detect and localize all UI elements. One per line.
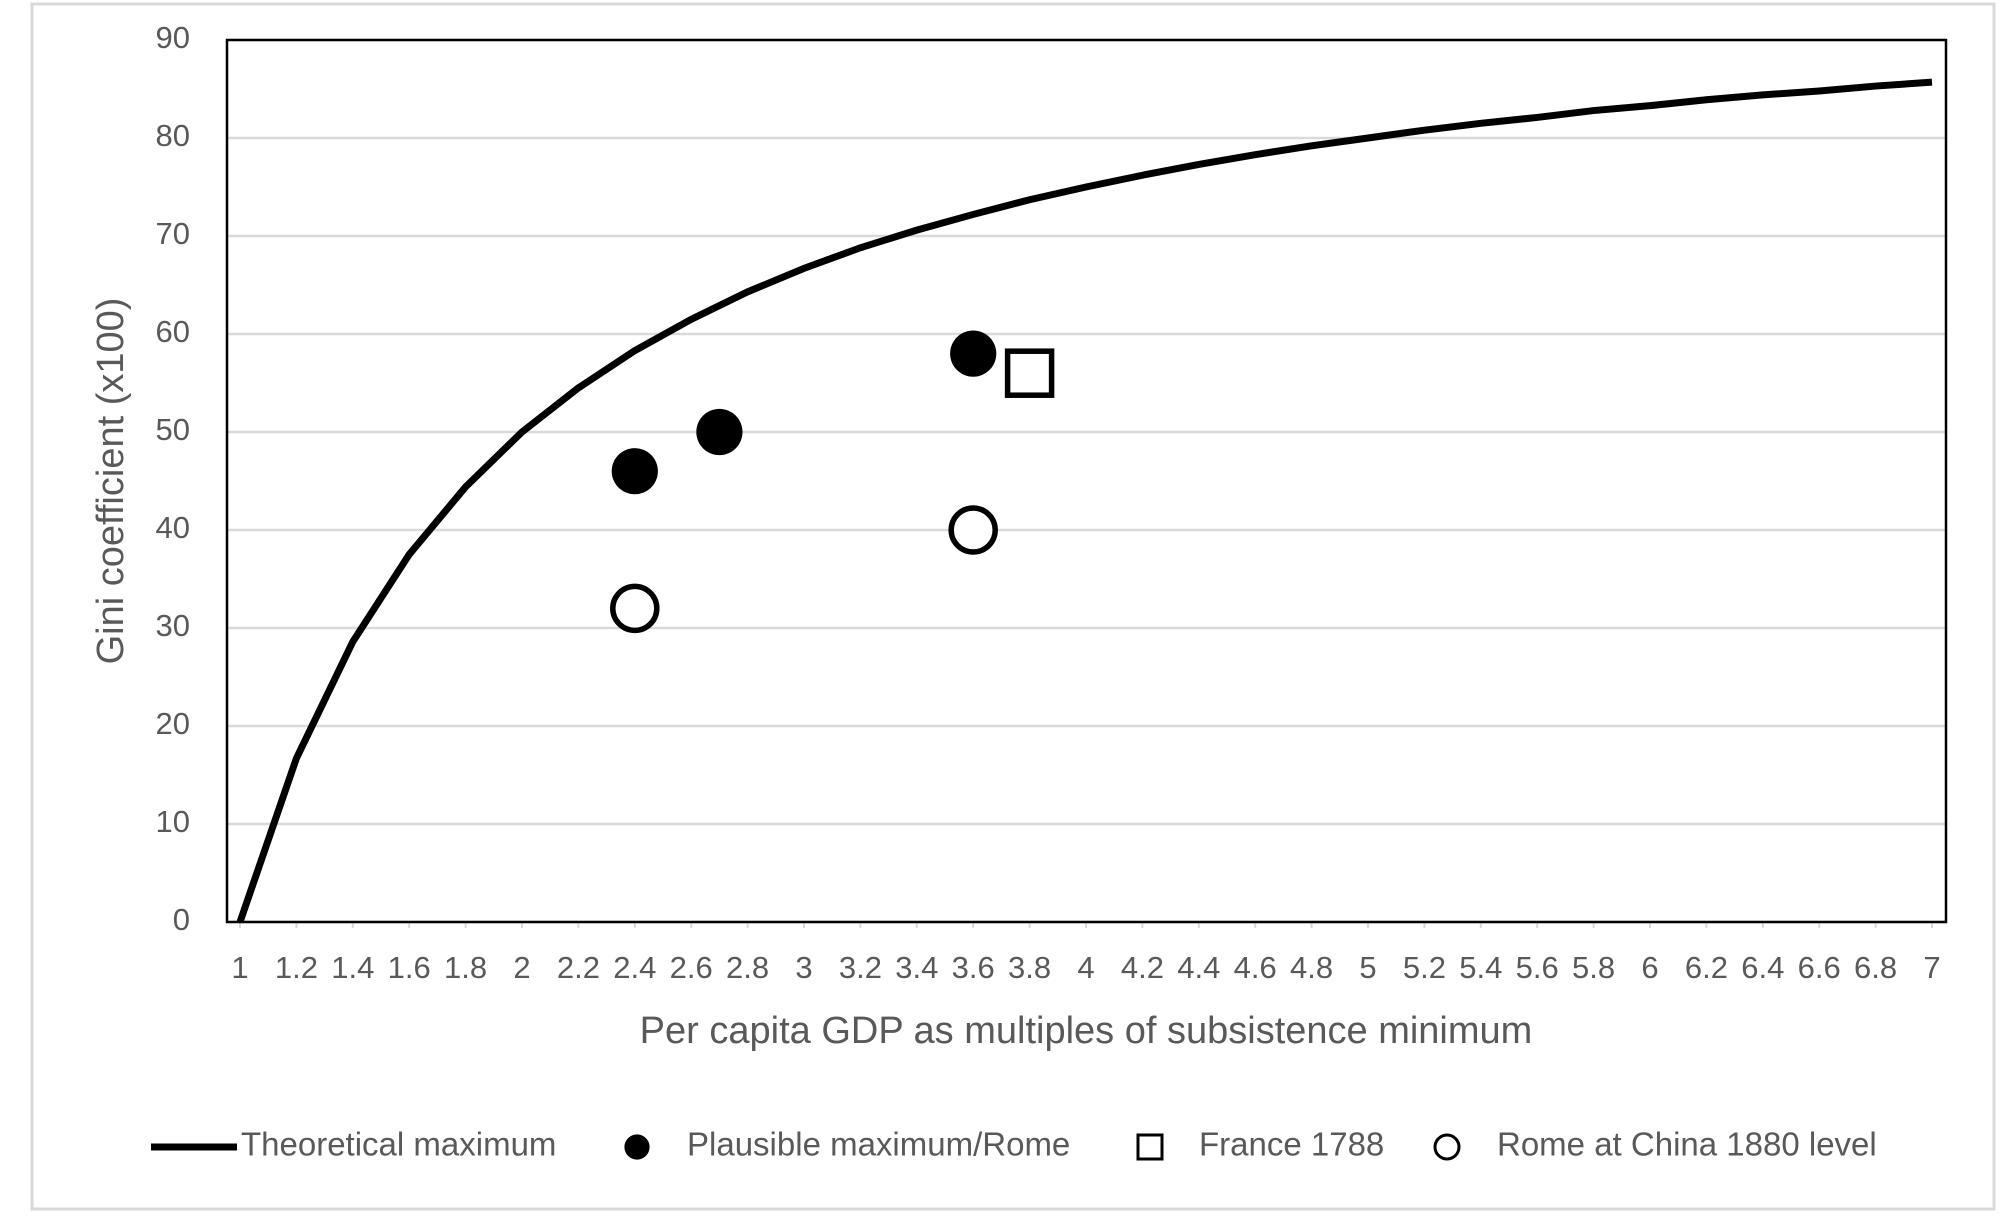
x-tick-label: 2.6 — [670, 950, 713, 985]
x-tick-label: 5.8 — [1572, 950, 1615, 985]
y-tick-label: 30 — [156, 608, 190, 643]
x-axis-title: Per capita GDP as multiples of subsisten… — [640, 1010, 1533, 1052]
x-tick-label: 3.2 — [839, 950, 882, 985]
x-tick-label: 6.6 — [1798, 950, 1841, 985]
marker-open-circle — [610, 583, 660, 634]
x-tick-label: 4.6 — [1234, 950, 1277, 985]
x-tick-label: 6 — [1641, 950, 1658, 985]
marker-filled-circle — [624, 1134, 650, 1160]
x-tick-label: 1.8 — [444, 950, 487, 985]
line-series — [236, 78, 1933, 924]
x-tick-label: 3 — [795, 950, 812, 985]
x-tick-label: 6.8 — [1854, 950, 1897, 985]
y-tick-label: 70 — [156, 216, 190, 251]
x-tick-label: 1.4 — [331, 950, 374, 985]
marker-square — [1004, 348, 1055, 398]
x-tick-label: 2.8 — [726, 950, 769, 985]
y-tick-label: 10 — [156, 804, 190, 839]
x-tick-label: 3.4 — [895, 950, 938, 985]
y-tick-label: 40 — [156, 510, 190, 545]
x-tick-label: 5.6 — [1516, 950, 1559, 985]
marker-open-circle — [948, 505, 998, 555]
y-tick-label: 20 — [156, 706, 190, 741]
x-tick-label: 4.2 — [1121, 950, 1164, 985]
x-tick-label: 1.6 — [388, 950, 431, 985]
y-tick-label: 0 — [173, 902, 190, 937]
x-tick-label: 5 — [1359, 950, 1376, 985]
x-tick-label: 6.4 — [1741, 950, 1784, 985]
legend-label: Rome at China 1880 level — [1497, 1126, 1877, 1163]
x-tick-label: 2 — [513, 950, 530, 985]
y-tick-label: 80 — [156, 118, 190, 153]
x-tick-label: 4 — [1077, 950, 1094, 985]
x-tick-label: 4.4 — [1177, 950, 1220, 985]
x-tick-label: 2.2 — [557, 950, 600, 985]
marker-square — [1136, 1133, 1164, 1161]
marker-filled-circle — [611, 448, 658, 495]
x-tick-label: 5.4 — [1459, 950, 1502, 985]
x-tick-label: 4.8 — [1290, 950, 1333, 985]
legend-label: France 1788 — [1199, 1126, 1384, 1163]
y-tick-label: 50 — [156, 412, 190, 447]
x-tick-label: 5.2 — [1403, 950, 1446, 985]
marker-filled-circle — [950, 330, 997, 377]
y-tick-label: 60 — [156, 314, 190, 349]
y-axis-title: Gini coefficient (x100) — [90, 298, 132, 665]
x-tick-label: 1.2 — [275, 950, 318, 985]
plot-frame — [225, 38, 1948, 924]
legend-label: Plausible maximum/Rome — [687, 1126, 1070, 1163]
x-tick-label: 2.4 — [613, 950, 656, 985]
y-tick-label: 90 — [156, 20, 190, 55]
x-tick-label: 3.8 — [1008, 950, 1051, 985]
legend-label: Theoretical maximum — [241, 1126, 556, 1163]
x-tick-label: 1 — [231, 950, 248, 985]
x-tick-label: 7 — [1923, 950, 1940, 985]
x-tick-label: 6.2 — [1685, 950, 1728, 985]
marker-open-circle — [1433, 1133, 1461, 1161]
marker-filled-circle — [696, 408, 743, 456]
x-tick-label: 3.6 — [952, 950, 995, 985]
